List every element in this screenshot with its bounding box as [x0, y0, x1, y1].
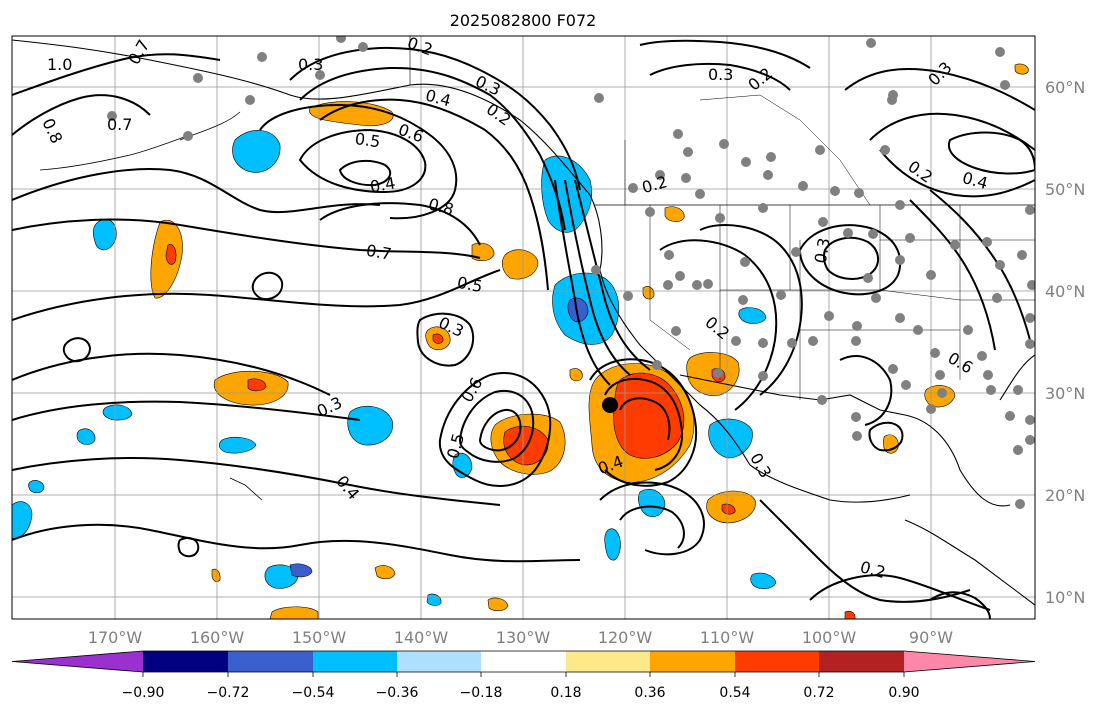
blue-patch — [28, 480, 45, 494]
darkblue-patch — [567, 297, 589, 323]
orange-patch — [211, 568, 221, 582]
orange-patch — [471, 242, 495, 261]
lat-tick-label: 60°N — [1045, 78, 1085, 97]
lon-tick-label: 100°W — [802, 628, 857, 647]
colorbar: −0.90 −0.72 −0.54 −0.36 −0.18 0.18 0.36 … — [11, 650, 1036, 701]
blue-patch — [102, 404, 133, 421]
colorbar-segment — [904, 651, 1035, 672]
lon-tick-label: 120°W — [598, 628, 653, 647]
colorbar-segment — [397, 651, 481, 672]
colorbar-segment — [735, 651, 819, 672]
orange-patch — [642, 286, 655, 300]
colorbar-segment — [12, 651, 143, 672]
colorbar-segment — [566, 651, 650, 672]
lon-tick-label: 140°W — [394, 628, 449, 647]
lat-tick-label: 30°N — [1045, 384, 1085, 403]
colorbar-tick-label: −0.36 — [376, 685, 419, 701]
map-panel: 1.0 0.7 0.8 0.7 0.3 0.2 0.4 0.3 0.2 0.6 … — [12, 36, 1035, 619]
lon-tick-label: 110°W — [700, 628, 755, 647]
colorbar-tick-label: −0.72 — [207, 685, 250, 701]
blue-patch — [289, 563, 313, 578]
lat-tick-label: 50°N — [1045, 180, 1085, 199]
blue-patch — [264, 564, 299, 589]
contour-label: 0.5 — [354, 129, 382, 151]
colorbar-tick-label: 0.18 — [550, 685, 581, 701]
colorbar-tick-label: −0.90 — [122, 685, 165, 701]
colorbar-tick-label: −0.54 — [292, 685, 335, 701]
orange-patch — [844, 610, 856, 619]
colorbar-tick-label: 0.36 — [634, 685, 665, 701]
orange-patch — [374, 565, 396, 580]
lon-tick-label: 150°W — [292, 628, 347, 647]
blue-patch — [452, 452, 473, 478]
station-markers — [107, 36, 1035, 509]
colorbar-tick-label: 0.72 — [803, 685, 834, 701]
longitude-labels: 170°W 160°W 150°W 140°W 130°W 120°W 110°… — [88, 628, 953, 647]
orange-patch — [501, 249, 539, 280]
contour-label: 0.4 — [368, 173, 396, 196]
blue-patch — [219, 436, 257, 454]
lat-tick-label: 20°N — [1045, 486, 1085, 505]
colorbar-segment — [650, 651, 735, 672]
blue-patch — [604, 528, 621, 561]
colorbar-segment — [481, 651, 566, 672]
colorbar-tick-label: −0.18 — [460, 685, 503, 701]
contour-label: 0.3 — [811, 236, 834, 264]
red-patch — [165, 244, 177, 265]
red-patch — [432, 333, 444, 344]
graticule — [12, 36, 1035, 619]
orange-patch — [664, 206, 685, 222]
colorbar-segment — [143, 651, 228, 672]
contour-label: 0.3 — [708, 65, 733, 84]
blue-patch — [93, 218, 117, 251]
colorbar-tick-label: 0.54 — [719, 685, 750, 701]
orange-patch — [1014, 63, 1029, 75]
red-patch — [721, 503, 736, 515]
coastlines — [12, 36, 1035, 606]
orange-patch — [569, 368, 583, 382]
orange-patch — [487, 597, 509, 612]
contour-label: 1.0 — [47, 55, 72, 74]
contour-label: 0.5 — [456, 273, 484, 296]
colorbar-segments — [11, 650, 1036, 677]
contour-label: 0.7 — [365, 241, 393, 264]
colorbar-segment — [313, 651, 397, 672]
orange-patch — [269, 606, 319, 619]
center-marker — [602, 397, 618, 413]
latitude-labels: 60°N 50°N 40°N 30°N 20°N 10°N — [1045, 78, 1085, 607]
map-title: 2025082800 F072 — [450, 11, 597, 30]
blue-patch — [76, 428, 96, 445]
blue-patch — [638, 488, 666, 518]
blue-patch — [232, 130, 281, 173]
colorbar-segment — [228, 651, 313, 672]
map-border — [11, 35, 1036, 620]
lat-tick-label: 10°N — [1045, 588, 1085, 607]
colorbar-segment — [819, 651, 904, 672]
lon-tick-label: 160°W — [190, 628, 245, 647]
blue-patch — [708, 418, 753, 459]
blue-patch — [750, 572, 777, 589]
blue-patch — [738, 307, 767, 324]
lon-tick-label: 170°W — [88, 628, 143, 647]
contour-lines — [12, 39, 1035, 619]
colorbar-tick-label: 0.90 — [888, 685, 919, 701]
contour-label: 0.7 — [107, 115, 132, 134]
lon-tick-label: 90°W — [909, 628, 953, 647]
colorbar-tick-labels: −0.90 −0.72 −0.54 −0.36 −0.18 0.18 0.36 … — [122, 685, 920, 701]
lat-tick-label: 40°N — [1045, 282, 1085, 301]
contour-label: 0.3 — [298, 55, 323, 74]
blue-patch — [347, 405, 393, 446]
red-patch — [247, 378, 267, 392]
lon-tick-label: 130°W — [496, 628, 551, 647]
